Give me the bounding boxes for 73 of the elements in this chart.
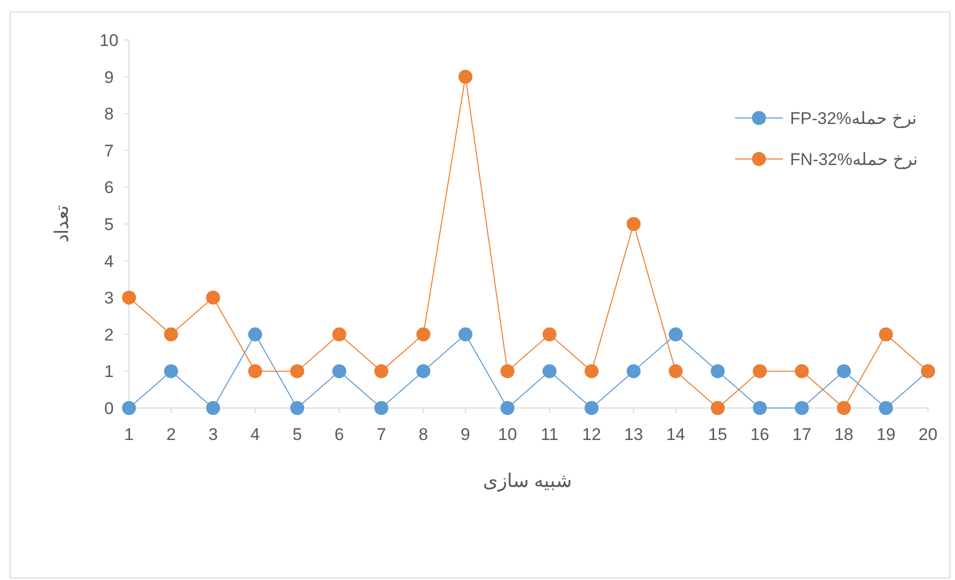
point — [710, 401, 725, 415]
point — [416, 364, 430, 378]
point — [374, 364, 388, 378]
point — [458, 327, 472, 342]
x-tick-label: 12 — [582, 425, 602, 444]
point — [794, 364, 809, 378]
point — [500, 401, 514, 415]
point — [164, 364, 178, 378]
y-tick-label: 1 — [104, 362, 114, 382]
point — [878, 401, 893, 415]
point — [794, 401, 809, 415]
x-tick-label: 5 — [292, 425, 302, 444]
point — [290, 401, 304, 415]
point — [416, 327, 430, 342]
x-tick-label: 9 — [460, 425, 470, 444]
legend-label: FN-32%نرخ حمله — [790, 150, 918, 170]
y-tick-label: 7 — [104, 141, 114, 160]
point — [458, 70, 472, 84]
y-tick-label: 5 — [104, 215, 114, 234]
point — [752, 401, 767, 415]
point — [500, 364, 514, 378]
point — [836, 401, 851, 415]
point — [668, 364, 683, 378]
point — [248, 364, 262, 378]
x-tick-label: 6 — [334, 425, 344, 444]
point — [626, 364, 641, 378]
x-tick-label: 2 — [166, 425, 176, 444]
x-tick-label: 1 — [124, 425, 134, 444]
point — [122, 290, 136, 305]
point — [626, 217, 641, 231]
point — [584, 364, 599, 378]
point — [332, 327, 346, 342]
point — [584, 401, 599, 415]
point — [122, 401, 136, 415]
point — [248, 327, 262, 342]
x-tick-label: 13 — [624, 425, 644, 444]
y-tick-label: 6 — [104, 178, 114, 198]
point — [668, 327, 683, 342]
x-tick-label: 20 — [918, 425, 938, 444]
x-tick-label: 3 — [208, 425, 218, 444]
y-tick-label: 0 — [104, 399, 114, 418]
point — [836, 364, 851, 378]
point — [164, 327, 178, 342]
x-tick-label: 17 — [792, 425, 812, 444]
point — [542, 327, 557, 342]
x-tick-label: 7 — [376, 425, 386, 444]
y-tick-label: 2 — [104, 325, 114, 344]
y-tick-label: 4 — [104, 252, 114, 271]
point — [206, 401, 220, 415]
point — [752, 364, 767, 378]
point — [374, 401, 388, 415]
y-axis-title: تعداد — [52, 206, 73, 242]
y-tick-label: 10 — [100, 31, 118, 50]
x-tick-label: 11 — [540, 425, 558, 444]
point — [290, 364, 304, 378]
point — [206, 290, 220, 305]
point — [710, 364, 725, 378]
point — [542, 364, 557, 378]
y-tick-label: 8 — [104, 104, 114, 124]
legend-label: FP-32%نرخ حمله — [790, 109, 918, 129]
y-tick-label: 9 — [104, 68, 114, 87]
x-tick-label: 14 — [666, 425, 686, 444]
x-tick-label: 18 — [834, 425, 854, 444]
point — [332, 364, 346, 378]
x-tick-label: 10 — [498, 425, 517, 444]
x-tick-label: 8 — [418, 425, 428, 444]
point — [878, 327, 893, 342]
x-tick-label: 19 — [876, 425, 896, 444]
x-tick-label: 4 — [250, 425, 260, 444]
y-tick-label: 3 — [104, 288, 114, 308]
x-tick-label: 15 — [708, 425, 728, 444]
x-axis-title: شبیه سازی — [482, 471, 572, 492]
x-tick-label: 16 — [750, 425, 770, 444]
